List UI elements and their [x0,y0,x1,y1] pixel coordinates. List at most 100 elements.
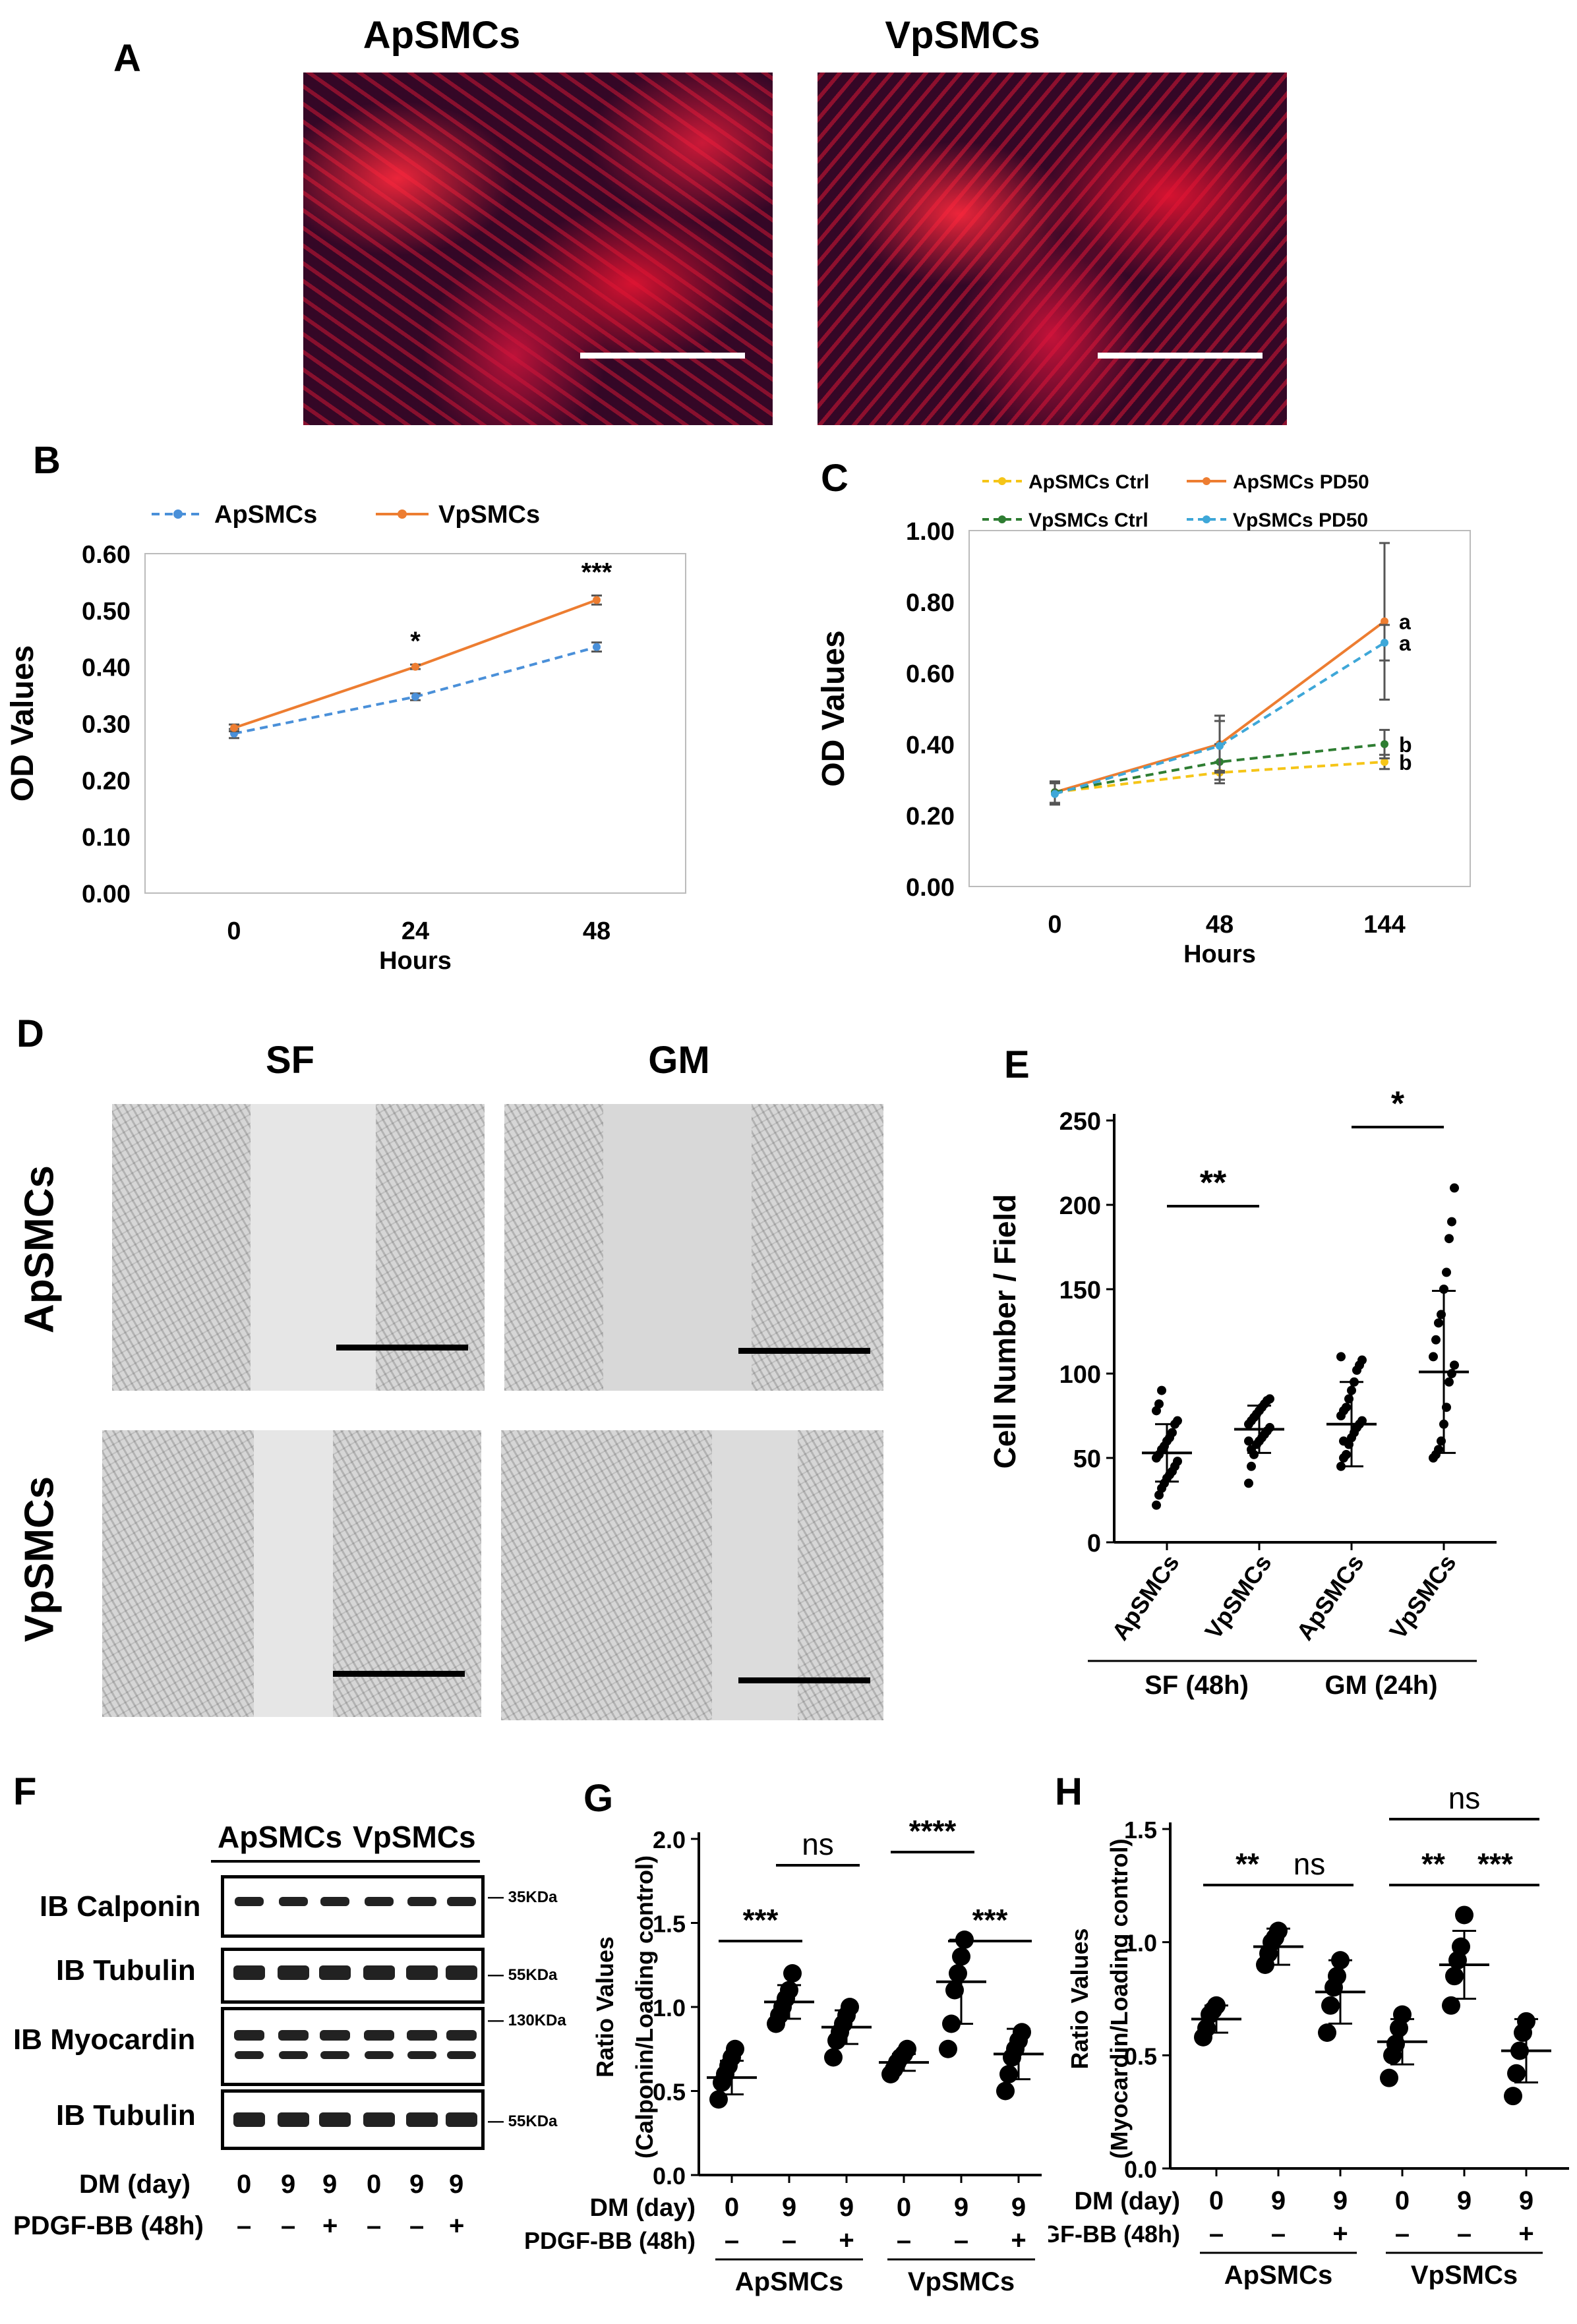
chart-g: 0.0 0.5 1.0 1.5 2.0 Ratio Values (Calponin/Loa… [524,1814,1044,2296]
blot-band [319,2112,351,2127]
data-point [996,2081,1015,2101]
y-axis-subtitle: (Myocardin/Loading control) [1106,1839,1133,2159]
scratch-image-ap-sf [112,1104,485,1391]
legend-marker [1203,477,1210,485]
data-point [411,693,419,701]
significance-marker: ** [1200,1164,1227,1202]
data-point [1157,1385,1166,1395]
blot-band [446,2112,477,2127]
data-point [1244,1436,1253,1446]
blot-dm-value: 9 [322,2170,338,2199]
panel-letter-e: E [1004,1043,1030,1086]
blot-dm-value: 9 [449,2170,464,2199]
data-point [1507,2064,1526,2083]
blot-band [233,2112,265,2127]
y-axis-title: Cell Number / Field [988,1194,1022,1469]
x-tick-label: 0 [1209,2186,1224,2215]
x-tick-label: ApSMCs [1291,1550,1369,1645]
scratch-image-ap-gm [504,1104,883,1391]
pdgf-label: – [1209,2219,1224,2248]
data-point [1447,1217,1456,1227]
significance-marker: *** [743,1903,779,1937]
chart-e: 0 50 100 150 200 250 Cell Number / Field ApSMCs… [988,1085,1497,1700]
data-point [824,2048,843,2067]
kda-label: 55KDa [508,2112,558,2130]
x-tick-label: 9 [1457,2186,1472,2215]
blot-pdgf-value: – [367,2211,382,2240]
panel-letter-b: B [33,439,61,482]
blot-dm-value: 9 [409,2170,425,2199]
y-tick-label: 1.00 [906,518,955,546]
data-point [230,724,238,732]
x-row-label-dm: DM (day) [1075,2188,1180,2215]
scratch-image-vp-sf [102,1430,481,1717]
significance-marker: *** [1477,1847,1513,1881]
blot-band [446,2030,477,2041]
x-tick-label: 0 [1395,2186,1410,2215]
data-point [1357,1355,1367,1365]
data-point [1328,1967,1346,1986]
scale-bar [333,1671,465,1677]
x-tick-label: 9 [782,2193,796,2222]
data-point [1444,1234,1454,1244]
x-axis-title: Hours [379,947,452,975]
data-point [898,2039,916,2058]
data-point [1168,1428,1177,1438]
blot-pdgf-value: – [409,2211,425,2240]
blot-tubulin [221,2089,485,2150]
panel-letter-a: A [113,37,141,80]
y-tick-label: 1.0 [1124,1930,1157,1957]
data-point [1247,1445,1256,1455]
data-point [1429,1352,1438,1362]
blot-band [235,2051,264,2059]
group-label: ApSMCs [1224,2261,1332,2290]
data-point [1380,2068,1398,2087]
blot-band [320,2030,350,2041]
blot-band [363,1965,395,1980]
data-point [1504,2087,1522,2106]
blot-row-label: IB Calponin [40,1890,201,1923]
group-label: GM (24h) [1324,1671,1437,1700]
pdgf-label: + [1518,2219,1533,2248]
y-tick-label: 1.0 [653,1994,686,2021]
blot-calponin [221,1875,485,1938]
data-point [1216,741,1224,750]
data-point [1339,1436,1348,1446]
legend-marker [1203,515,1210,523]
significance-marker: *** [972,1903,1008,1937]
y-tick-label: 250 [1059,1108,1101,1136]
y-axis-title: OD Values [816,630,851,786]
blot-tubulin [221,1948,485,2004]
y-tick-label: 0.20 [906,803,955,830]
data-point [1342,1449,1351,1459]
x-tick-label: VpSMCs [1384,1550,1461,1644]
panel-a-title-vp: VpSMCs [885,14,1040,57]
y-tick-label: 100 [1059,1361,1101,1389]
blot-band [407,2051,436,2059]
legend-label: VpSMCs PD50 [1233,509,1368,531]
significance-marker: ns [1448,1781,1481,1815]
x-tick-label: 9 [954,2193,968,2222]
legend-marker [998,477,1006,485]
data-point [1434,1445,1443,1455]
group-letter: b [1399,751,1412,774]
blot-kda-marker: — 130KDa [488,2012,566,2029]
scratch-gap [603,1104,752,1391]
x-tick-label: 48 [1206,911,1234,939]
x-tick-label: 9 [1011,2193,1026,2222]
legend-marker [398,509,407,519]
data-point [1381,740,1388,748]
blot-header-line [211,1860,480,1863]
data-point [1447,1369,1456,1378]
scale-bar [738,1677,870,1683]
blot-kda-marker: — 35KDa [488,1888,558,1906]
y-tick-label: 0.0 [1124,2156,1157,2183]
y-tick-label: 0.30 [82,711,131,739]
chart-c: 0.00 0.20 0.40 0.60 0.80 1.00 0 48 144 Hours OD Va… [816,471,1471,968]
pdgf-label: – [1271,2219,1286,2248]
legend-marker [173,509,183,519]
data-point [1152,1500,1161,1510]
data-point [1318,2023,1336,2042]
y-tick-label: 0.40 [906,732,955,759]
pdgf-label: – [782,2226,796,2255]
